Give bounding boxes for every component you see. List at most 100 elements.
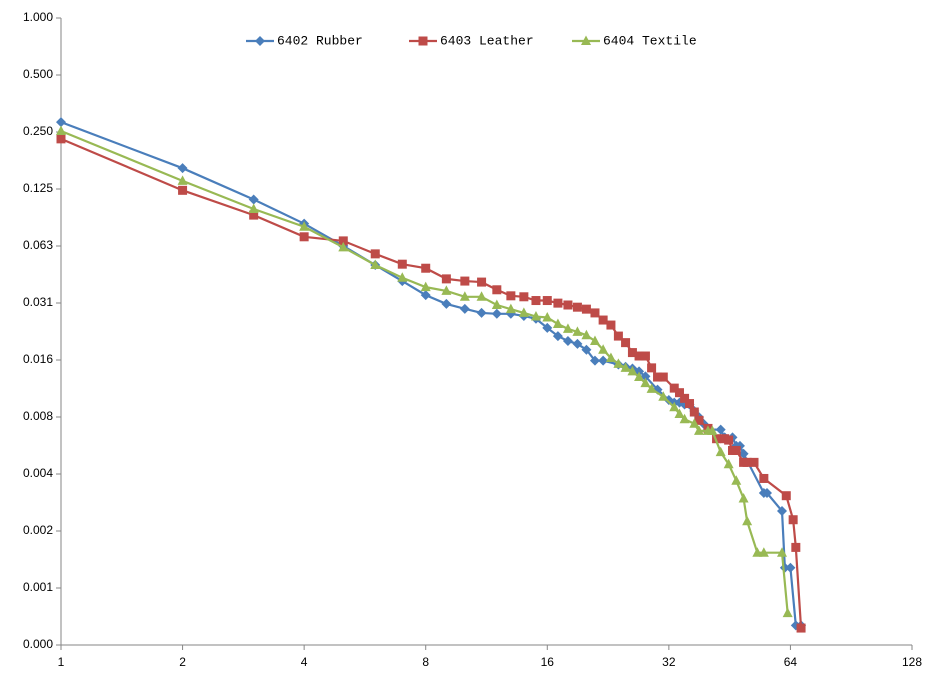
y-tick-label: 0.008 — [23, 409, 53, 423]
marker — [441, 285, 452, 295]
marker — [491, 308, 502, 319]
marker — [689, 418, 700, 428]
y-tick-label: 0.004 — [23, 466, 53, 480]
y-tick-label: 0.125 — [23, 181, 53, 195]
marker — [476, 291, 487, 301]
marker — [299, 232, 309, 242]
marker — [598, 344, 609, 354]
x-tick-label: 64 — [784, 655, 798, 669]
marker — [621, 338, 631, 348]
marker — [459, 291, 470, 301]
x-tick-label: 8 — [422, 655, 429, 669]
marker — [749, 457, 759, 467]
marker — [370, 249, 380, 259]
x-tick-label: 16 — [541, 655, 555, 669]
marker — [674, 388, 684, 398]
marker — [477, 277, 487, 287]
marker — [563, 300, 573, 310]
marker — [647, 363, 657, 373]
marker — [758, 547, 769, 557]
marker — [796, 623, 806, 633]
marker — [634, 371, 645, 382]
marker — [781, 491, 791, 501]
marker — [420, 281, 431, 292]
marker — [572, 338, 583, 349]
marker — [627, 365, 638, 376]
y-tick-label: 0.002 — [23, 523, 53, 537]
marker — [420, 290, 431, 301]
marker — [248, 203, 259, 214]
marker — [689, 407, 699, 417]
marker — [552, 331, 563, 342]
marker — [658, 391, 669, 401]
legend-label: 6404 Textile — [603, 33, 697, 48]
marker — [177, 175, 188, 185]
marker — [723, 458, 734, 469]
marker — [56, 117, 66, 128]
marker — [640, 351, 650, 361]
marker — [491, 299, 502, 309]
y-tick-label: 0.500 — [23, 67, 53, 81]
marker — [606, 320, 616, 330]
marker — [646, 383, 657, 393]
marker — [605, 352, 616, 363]
marker — [562, 323, 573, 333]
marker — [731, 475, 742, 485]
marker — [634, 351, 644, 361]
marker — [658, 372, 668, 382]
marker — [255, 36, 265, 46]
marker — [441, 298, 452, 309]
marker — [519, 292, 529, 302]
marker — [338, 241, 349, 252]
marker — [56, 134, 66, 144]
marker — [653, 372, 663, 382]
marker — [178, 185, 188, 195]
marker — [669, 383, 679, 393]
marker — [531, 296, 541, 306]
marker — [791, 542, 801, 552]
marker — [685, 399, 695, 409]
marker — [715, 424, 726, 435]
marker — [421, 263, 431, 273]
x-tick-label: 2 — [179, 655, 186, 669]
marker — [640, 377, 651, 388]
marker — [669, 401, 680, 412]
marker — [715, 446, 726, 457]
marker — [542, 296, 552, 306]
marker — [589, 355, 600, 366]
marker — [581, 304, 591, 314]
marker — [613, 358, 624, 368]
marker — [572, 302, 582, 312]
marker — [299, 221, 310, 231]
marker — [418, 36, 428, 46]
marker — [785, 562, 796, 573]
marker — [598, 355, 609, 366]
marker — [742, 515, 753, 526]
marker — [506, 291, 516, 301]
marker — [441, 274, 451, 284]
marker — [674, 408, 685, 419]
marker — [788, 515, 798, 525]
marker — [370, 259, 381, 270]
marker — [530, 311, 541, 321]
x-tick-label: 4 — [301, 655, 308, 669]
marker — [552, 318, 563, 329]
marker — [627, 348, 637, 358]
marker — [542, 311, 553, 322]
marker — [460, 276, 470, 286]
marker — [613, 331, 623, 341]
marker — [518, 307, 529, 317]
marker — [589, 335, 600, 345]
marker — [248, 194, 259, 205]
legend-label: 6403 Leather — [440, 33, 534, 48]
marker — [598, 315, 608, 325]
marker — [581, 35, 591, 45]
marker — [679, 413, 690, 424]
marker — [459, 303, 470, 314]
y-tick-label: 0.063 — [23, 238, 53, 252]
y-tick-label: 0.000 — [23, 637, 53, 651]
legend-label: 6402 Rubber — [277, 33, 363, 48]
series-line — [60, 121, 802, 627]
marker — [562, 335, 573, 346]
